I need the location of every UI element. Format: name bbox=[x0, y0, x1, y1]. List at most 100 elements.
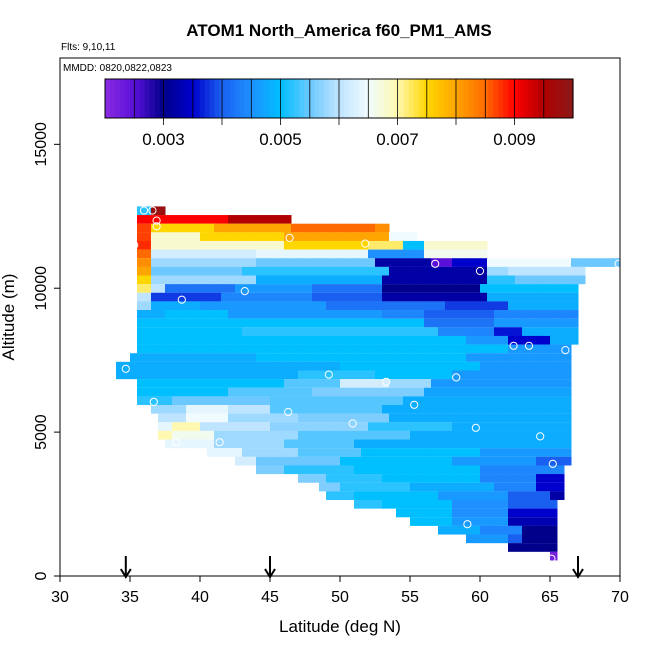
heatmap-cell bbox=[298, 404, 313, 414]
heatmap-cell bbox=[291, 335, 306, 345]
heatmap-cell bbox=[165, 232, 180, 242]
heatmap-cell bbox=[312, 361, 327, 371]
heatmap-cell bbox=[459, 266, 474, 276]
heatmap-cell bbox=[396, 422, 411, 431]
heatmap-cell bbox=[466, 456, 481, 466]
heatmap-cell bbox=[368, 482, 383, 492]
heatmap-cell bbox=[536, 439, 551, 449]
heatmap-cell bbox=[221, 284, 236, 293]
heatmap-cell bbox=[298, 439, 313, 449]
heatmap-cell bbox=[410, 318, 425, 328]
heatmap-cell bbox=[312, 240, 327, 250]
heatmap-cell bbox=[312, 266, 327, 276]
heatmap-cell bbox=[522, 335, 537, 345]
heatmap-cell bbox=[312, 387, 327, 397]
flight-point bbox=[410, 400, 419, 409]
heatmap-cell bbox=[522, 508, 537, 518]
heatmap-cell bbox=[382, 413, 390, 423]
colorbar-segment bbox=[289, 79, 295, 118]
x-tick-label: 65 bbox=[541, 589, 559, 606]
heatmap-cell bbox=[613, 258, 621, 267]
heatmap-cell bbox=[151, 292, 166, 302]
heatmap-cell bbox=[284, 422, 299, 431]
heatmap-cell bbox=[221, 327, 236, 336]
flight-point bbox=[561, 346, 570, 355]
heatmap-cell bbox=[529, 292, 544, 302]
heatmap-cell bbox=[186, 413, 201, 423]
heatmap-cell bbox=[438, 465, 453, 475]
heatmap-cell bbox=[438, 439, 453, 449]
heatmap-cell bbox=[207, 292, 222, 302]
colorbar-segment bbox=[119, 79, 126, 118]
heatmap-cell bbox=[375, 344, 390, 354]
heatmap-cell bbox=[284, 439, 299, 449]
heatmap-cell bbox=[228, 310, 243, 319]
heatmap-cell bbox=[368, 292, 383, 302]
heatmap-cell bbox=[382, 292, 397, 302]
heatmap-cell bbox=[207, 448, 222, 457]
heatmap-cell bbox=[382, 318, 397, 328]
colorbar-segment bbox=[164, 79, 171, 118]
heatmap-cell bbox=[298, 249, 313, 259]
heatmap-cell bbox=[298, 474, 313, 483]
heatmap-cell bbox=[578, 266, 586, 276]
heatmap-cell bbox=[417, 344, 432, 354]
heatmap-cell bbox=[508, 310, 523, 319]
heatmap-cell bbox=[172, 370, 187, 380]
heatmap-cell bbox=[354, 448, 362, 457]
heatmap-cell bbox=[312, 301, 327, 311]
heatmap-cell bbox=[452, 508, 467, 518]
heatmap-cell bbox=[340, 301, 355, 311]
heatmap-cell bbox=[284, 275, 299, 285]
heatmap-cell bbox=[564, 370, 572, 380]
heatmap-cell bbox=[438, 240, 453, 250]
heatmap-cell bbox=[466, 422, 481, 431]
heatmap-cell bbox=[368, 284, 383, 293]
flight-point bbox=[382, 377, 391, 386]
heatmap-cell bbox=[347, 335, 362, 345]
heatmap-cell bbox=[298, 318, 313, 328]
heatmap-cell bbox=[382, 275, 397, 285]
heatmap-cell bbox=[529, 258, 544, 267]
heatmap-cell bbox=[431, 413, 446, 423]
heatmap-cell bbox=[550, 439, 565, 449]
flight-point bbox=[452, 373, 461, 382]
heatmap-cell bbox=[270, 275, 285, 285]
heatmap-cell bbox=[550, 465, 565, 475]
heatmap-cell bbox=[396, 404, 411, 414]
heatmap-cell bbox=[312, 275, 327, 285]
heatmap-cell bbox=[466, 474, 481, 483]
heatmap-cell bbox=[228, 387, 243, 397]
heatmap-cell bbox=[445, 344, 453, 354]
heatmap-cell bbox=[438, 491, 453, 501]
heatmap-cell bbox=[270, 396, 285, 406]
heatmap-cell bbox=[214, 404, 229, 414]
heatmap-cell bbox=[242, 232, 257, 242]
heatmap-cell bbox=[326, 327, 341, 336]
flight-point bbox=[139, 206, 149, 215]
flight-point bbox=[348, 419, 357, 428]
colorbar-segment bbox=[498, 79, 504, 118]
heatmap-cell bbox=[305, 223, 320, 233]
heatmap-cell bbox=[249, 292, 264, 302]
heatmap-cell bbox=[368, 310, 383, 319]
heatmap-cell bbox=[312, 370, 327, 380]
heatmap-cell bbox=[466, 370, 481, 380]
heatmap-cell bbox=[396, 275, 411, 285]
heatmap-cell bbox=[368, 413, 383, 423]
heatmap-cell bbox=[137, 206, 152, 216]
heatmap-cell bbox=[158, 413, 173, 423]
heatmap-cell bbox=[256, 413, 271, 423]
heatmap-cell bbox=[494, 525, 509, 535]
heatmap-cell bbox=[410, 491, 425, 501]
heatmap-cell bbox=[221, 448, 236, 457]
heatmap-cell bbox=[158, 370, 173, 380]
heatmap-cell bbox=[494, 284, 509, 293]
heatmap-cell bbox=[522, 482, 537, 492]
heatmap-cell bbox=[193, 275, 208, 285]
heatmap-cell bbox=[270, 266, 285, 276]
heatmap-cell bbox=[144, 361, 159, 371]
heatmap-cell bbox=[368, 240, 383, 250]
heatmap-cell bbox=[326, 439, 341, 449]
heatmap-cell bbox=[144, 353, 159, 362]
